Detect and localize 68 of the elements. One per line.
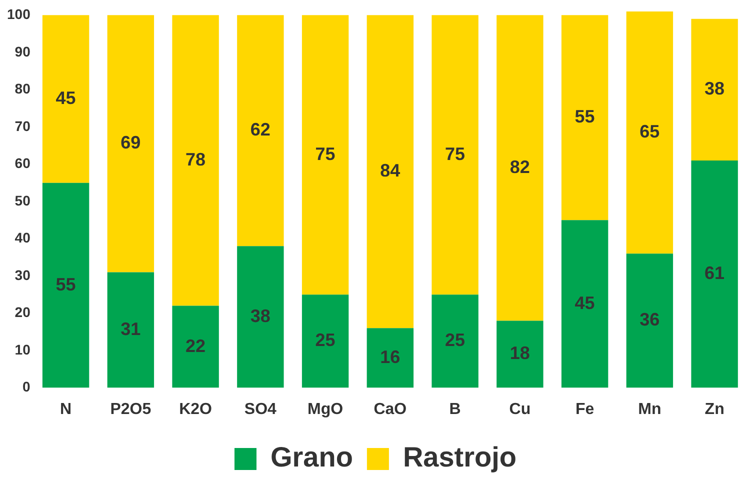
data-label: 25 <box>445 330 466 350</box>
data-label: 45 <box>574 292 595 313</box>
y-tick-label: 0 <box>22 378 31 395</box>
y-tick-label: 40 <box>14 230 31 246</box>
bar <box>302 294 349 388</box>
data-label: 82 <box>510 156 530 177</box>
bar <box>237 15 284 246</box>
data-label: 22 <box>186 336 206 356</box>
data-label: 62 <box>250 120 270 140</box>
x-tick-label: K2O <box>179 400 212 418</box>
x-tick-label: Zn <box>704 400 724 418</box>
bar <box>366 328 414 388</box>
x-tick-label: Fe <box>575 400 594 418</box>
data-label: 55 <box>56 274 76 294</box>
data-label: 18 <box>510 343 530 364</box>
bar <box>42 15 90 183</box>
data-label: 16 <box>380 346 400 367</box>
data-label: 45 <box>56 88 76 108</box>
data-label: 25 <box>315 330 336 350</box>
legend-label: Grano <box>270 442 353 473</box>
bar <box>237 246 284 388</box>
bar <box>107 15 154 272</box>
data-label: 84 <box>380 160 400 181</box>
y-tick-label: 100 <box>7 6 31 22</box>
y-tick-label: 90 <box>14 43 31 60</box>
bar <box>626 254 674 388</box>
y-tick-label: 20 <box>14 304 31 320</box>
bar <box>496 15 544 321</box>
bar <box>302 15 349 295</box>
data-label: 61 <box>704 263 725 284</box>
x-tick-label: B <box>449 400 461 418</box>
data-label: 38 <box>250 306 270 326</box>
bar <box>42 182 90 388</box>
legend-label: Rastrojo <box>402 442 517 473</box>
bar <box>366 15 414 328</box>
x-tick-label: MgO <box>308 400 344 418</box>
data-label: 78 <box>186 149 206 170</box>
data-label: 36 <box>640 310 660 330</box>
data-label: 65 <box>640 121 660 142</box>
data-label: 75 <box>315 144 336 164</box>
data-label: 55 <box>574 106 595 127</box>
bar <box>432 294 478 388</box>
x-tick-label: N <box>60 400 72 418</box>
data-label: 38 <box>704 78 725 99</box>
bar <box>691 18 738 160</box>
bar <box>172 306 219 388</box>
x-tick-label: CaO <box>374 400 407 418</box>
y-tick-label: 70 <box>14 118 31 134</box>
x-tick-label: Mn <box>638 400 662 418</box>
y-tick-label: 60 <box>14 155 31 172</box>
bar <box>172 15 219 306</box>
bar <box>691 160 738 388</box>
bar <box>432 15 478 295</box>
y-tick-label: 30 <box>14 266 31 283</box>
bar <box>107 272 154 388</box>
bar <box>626 11 674 254</box>
x-tick-label: SO4 <box>244 400 277 418</box>
data-label: 75 <box>445 144 466 164</box>
bar <box>496 320 544 388</box>
y-tick-label: 80 <box>14 80 31 97</box>
x-tick-label: Cu <box>509 400 531 418</box>
bar <box>561 220 608 388</box>
data-label: 69 <box>120 132 141 153</box>
x-tick-label: P2O5 <box>110 400 152 418</box>
data-label: 31 <box>120 319 141 340</box>
bar <box>561 15 608 220</box>
y-tick-label: 10 <box>14 341 31 358</box>
y-tick-label: 50 <box>14 192 31 208</box>
